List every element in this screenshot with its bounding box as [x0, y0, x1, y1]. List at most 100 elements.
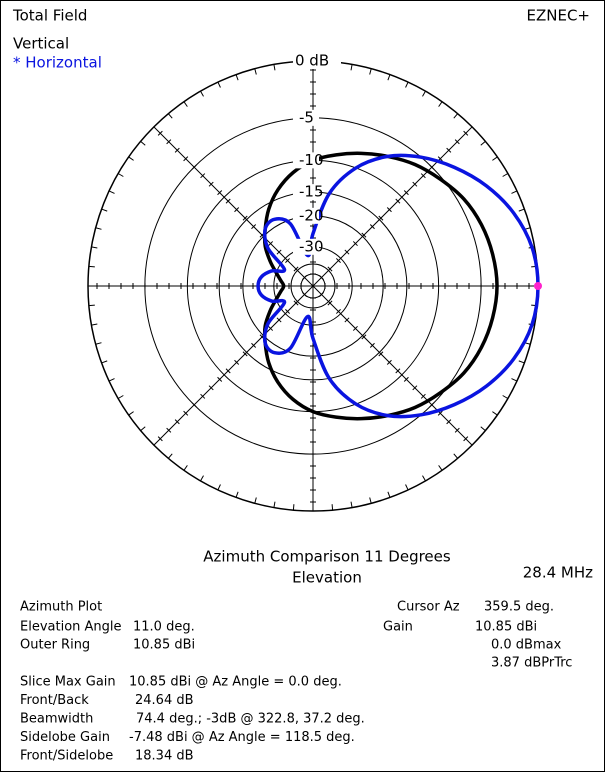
rim-tick	[502, 395, 509, 399]
ring-label: -15	[299, 183, 324, 201]
spoke-tick	[352, 241, 358, 247]
rim-tick	[101, 360, 108, 364]
rim-tick	[95, 227, 102, 230]
polar-grid	[87, 60, 539, 512]
rim-tick	[91, 246, 98, 249]
spoke-tick	[234, 207, 240, 213]
spoke-tick	[293, 300, 299, 306]
info-label: Elevation Angle	[20, 620, 122, 635]
program-name: EZNEC+	[527, 7, 591, 25]
rim-tick	[128, 411, 134, 416]
rim-tick	[405, 484, 409, 491]
spoke-tick	[403, 376, 409, 382]
spoke-tick	[276, 249, 282, 255]
chart-title: Elevation	[292, 569, 362, 587]
spoke-tick	[463, 436, 469, 442]
cursor-value: 3.87 dBPrTrc	[491, 656, 572, 671]
spoke-tick	[327, 266, 333, 272]
rim-tick	[405, 81, 409, 88]
spoke-tick	[319, 292, 324, 297]
spoke-tick	[335, 308, 341, 314]
spoke-tick	[437, 156, 443, 162]
spoke-tick	[352, 325, 358, 331]
legend-entry: Vertical	[13, 35, 69, 53]
spoke-tick	[446, 147, 452, 153]
spoke-tick	[302, 275, 307, 280]
cursor-value: 359.5 deg.	[484, 600, 554, 615]
spoke-tick	[268, 241, 274, 247]
patterns	[256, 151, 542, 421]
spoke	[153, 126, 314, 287]
spoke-tick	[251, 224, 257, 230]
rim-tick	[88, 304, 95, 307]
rim-tick	[480, 140, 486, 146]
rim-tick	[422, 475, 426, 482]
rim-tick	[350, 501, 353, 508]
ring-labels: 0 dB -5 -10 -15 -20 -30	[293, 52, 341, 255]
rim-tick	[511, 378, 518, 382]
cursor-label: Gain	[383, 620, 413, 635]
rim-tick	[200, 90, 204, 97]
spoke-tick	[395, 368, 401, 374]
info-value: 11.0 deg.	[133, 620, 195, 635]
spoke-tick	[251, 342, 257, 348]
rim-tick	[88, 265, 95, 268]
spoke-tick	[225, 198, 231, 204]
rim-tick	[217, 484, 221, 491]
cursor-value: 10.85 dBi	[475, 620, 537, 635]
ring-label: -5	[299, 108, 314, 126]
spoke-tick	[285, 258, 291, 264]
spoke-tick	[446, 419, 452, 425]
spoke-tick	[378, 215, 384, 221]
rim-tick	[183, 465, 188, 471]
spoke-tick	[344, 249, 350, 255]
rim-tick	[438, 101, 443, 107]
spoke-tick	[242, 351, 248, 357]
spoke-tick	[268, 325, 274, 331]
rim-tick	[453, 453, 459, 459]
spoke-tick	[217, 190, 223, 196]
spoke-tick	[183, 156, 189, 162]
info-label: Outer Ring	[20, 638, 90, 653]
spoke-tick	[217, 376, 223, 382]
rim-tick	[511, 190, 518, 194]
rim-tick	[387, 74, 391, 81]
ring-label: 0 dB	[295, 52, 329, 70]
spoke-tick	[234, 359, 240, 365]
spoke-tick	[276, 317, 282, 323]
info-value: 10.85 dBi	[133, 638, 195, 653]
spoke-tick	[174, 419, 180, 425]
stat-value: 24.64 dB	[135, 693, 194, 708]
rim-tick	[453, 113, 459, 119]
spoke-tick	[454, 139, 460, 145]
rim-tick	[183, 101, 188, 107]
ring-label: -20	[299, 206, 324, 224]
legend-entry: * Horizontal	[13, 54, 102, 72]
rim-tick	[331, 504, 334, 511]
stat-value: 18.34 dB	[135, 749, 194, 764]
rim-tick	[387, 491, 391, 498]
rim-tick	[140, 140, 146, 146]
rim-tick	[518, 208, 525, 212]
rim-tick	[235, 491, 239, 498]
rim-tick	[273, 501, 276, 508]
rim-tick	[502, 173, 509, 177]
stat-value: 74.4 deg.; -3dB @ 322.8, 37.2 deg.	[136, 712, 365, 727]
ring-label: -30	[299, 237, 324, 255]
spoke-tick	[208, 181, 214, 187]
ring-label-bg	[293, 109, 319, 126]
spoke-tick	[361, 232, 367, 238]
ring-label-bg	[293, 53, 341, 69]
stat-value: 10.85 dBi @ Az Angle = 0.0 deg.	[129, 675, 342, 690]
stat-value: -7.48 dBi @ Az Angle = 118.5 deg.	[129, 730, 355, 745]
spoke-tick	[166, 427, 172, 433]
chart-title: Azimuth Comparison 11 Degrees	[203, 548, 451, 566]
rim-tick	[167, 453, 173, 459]
rim-tick	[254, 497, 257, 504]
rim-tick	[480, 426, 486, 432]
rim-tick	[200, 475, 204, 482]
spoke-tick	[395, 198, 401, 204]
rim-tick	[369, 497, 372, 504]
info-label: Azimuth Plot	[20, 600, 102, 615]
